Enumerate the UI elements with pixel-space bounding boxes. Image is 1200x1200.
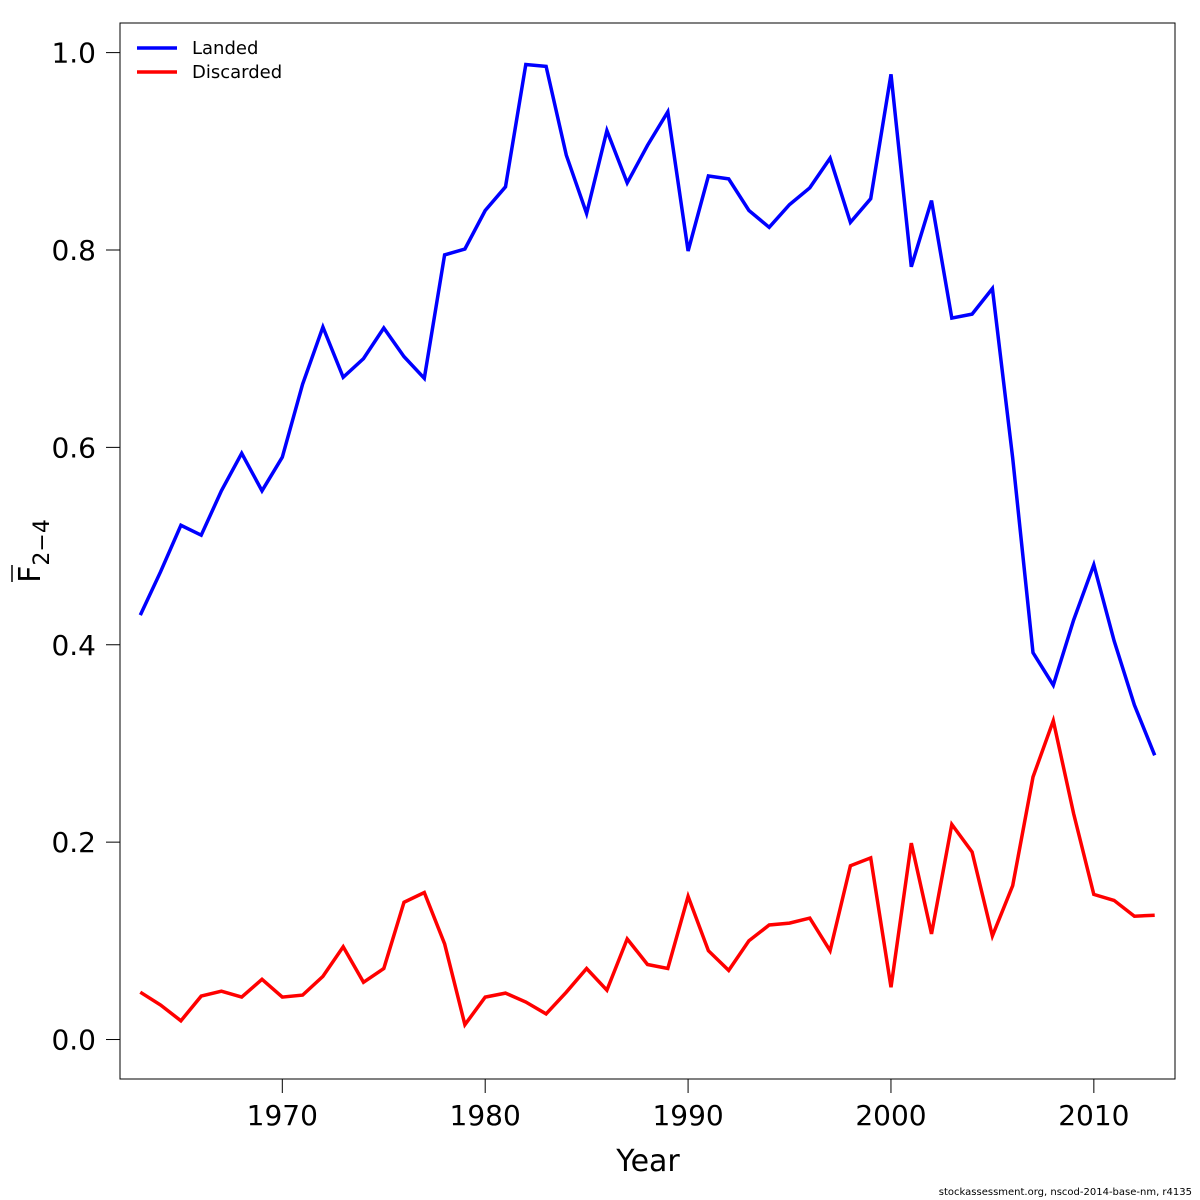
y-axis: 0.0 0.2 0.4 0.6 0.8 1.0 [51, 37, 120, 1057]
plot-frame [119, 22, 1176, 1080]
y-tick-label: 0.0 [51, 1024, 96, 1057]
y-tick-label: 0.2 [51, 826, 96, 859]
y-axis-title-main: F [13, 566, 48, 583]
x-tick-label: 2000 [855, 1099, 926, 1132]
x-tick-label: 1970 [247, 1099, 318, 1132]
series-layer [138, 62, 1157, 1029]
y-axis-title: F2−4 [11, 519, 55, 583]
y-tick-label: 0.4 [51, 629, 96, 662]
legend: Landed Discarded [137, 38, 282, 83]
y-tick-label: 1.0 [51, 37, 96, 70]
y-tick-label: 0.8 [51, 234, 96, 267]
series-line-discarded [139, 714, 1155, 1029]
x-tick-label: 2010 [1058, 1099, 1129, 1132]
x-axis: 1970 1980 1990 2000 2010 [247, 1079, 1129, 1132]
svg-text:F2−4: F2−4 [13, 519, 55, 583]
legend-label-landed: Landed [192, 38, 258, 59]
legend-label-discarded: Discarded [192, 62, 282, 83]
x-tick-label: 1980 [450, 1099, 521, 1132]
y-axis-title-subscript: 2−4 [30, 519, 55, 565]
x-axis-title: Year [615, 1144, 680, 1179]
x-tick-label: 1990 [652, 1099, 723, 1132]
y-tick-label: 0.6 [51, 431, 96, 464]
footer-credit: stockassessment.org, nscod-2014-base-nm,… [938, 1187, 1192, 1198]
series-line-landed [138, 62, 1157, 756]
